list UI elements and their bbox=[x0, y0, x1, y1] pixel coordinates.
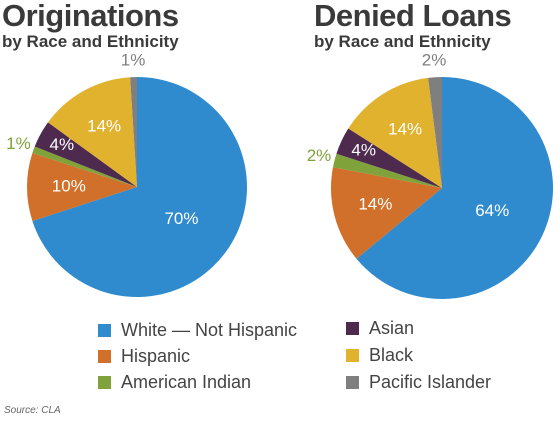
legend-item: Asian bbox=[346, 318, 414, 339]
chart-title: Denied Loans bbox=[314, 0, 512, 33]
slice-label: 4% bbox=[351, 141, 376, 160]
legend-item: American Indian bbox=[98, 372, 251, 393]
legend-item: Black bbox=[346, 345, 413, 366]
originations-pie: 70% 10% 1% 4% 14% 1% bbox=[6, 51, 247, 297]
legend-swatch bbox=[346, 376, 359, 389]
pie-slice bbox=[331, 167, 442, 259]
pie-slice bbox=[336, 128, 442, 188]
slice-label: 14% bbox=[358, 195, 392, 214]
chart-subtitle: by Race and Ethnicity bbox=[314, 32, 491, 51]
slice-label: 2% bbox=[307, 146, 332, 165]
legend-item: Hispanic bbox=[98, 346, 190, 367]
legend-item: White — Not Hispanic bbox=[98, 320, 297, 341]
legend-swatch bbox=[98, 350, 111, 363]
legend: White — Not Hispanic Hispanic American I… bbox=[0, 318, 560, 398]
chart-title: Originations bbox=[2, 0, 179, 33]
pie-slice bbox=[32, 77, 247, 297]
slice-label: 70% bbox=[164, 209, 198, 228]
pie-slice bbox=[428, 77, 442, 188]
legend-swatch bbox=[98, 376, 111, 389]
pie-slice bbox=[26, 153, 137, 221]
legend-item: Pacific Islander bbox=[346, 372, 491, 393]
legend-label: White — Not Hispanic bbox=[121, 320, 298, 340]
denied-loans-chart: Denied Loans by Race and Ethnicity 64% 14… bbox=[290, 0, 560, 312]
legend-label: American Indian bbox=[121, 372, 252, 392]
legend-label: Asian bbox=[369, 318, 415, 338]
legend-swatch bbox=[98, 324, 111, 337]
denied-loans-pie: 64% 14% 2% 4% 14% 2% bbox=[307, 51, 553, 299]
pie-slice bbox=[332, 153, 442, 188]
pie-slice bbox=[356, 77, 553, 299]
pie-slice bbox=[32, 146, 137, 187]
legend-swatch bbox=[346, 349, 359, 362]
slice-label: 64% bbox=[475, 201, 509, 220]
legend-swatch bbox=[346, 322, 359, 335]
slice-label: 1% bbox=[6, 134, 31, 153]
source-note: Source: CLA bbox=[4, 405, 61, 416]
slice-label: 14% bbox=[87, 117, 121, 136]
legend-label: Pacific Islander bbox=[369, 372, 492, 392]
slice-label: 14% bbox=[388, 119, 422, 138]
legend-label: Hispanic bbox=[121, 346, 191, 366]
pie-slice bbox=[48, 77, 137, 187]
pie-slice bbox=[130, 77, 137, 187]
slice-label: 2% bbox=[422, 51, 447, 70]
pie-slice bbox=[348, 77, 442, 188]
originations-chart: Originations by Race and Ethnicity 70% 10… bbox=[0, 0, 280, 312]
legend-label: Black bbox=[369, 345, 414, 365]
pie-slice bbox=[34, 122, 137, 187]
chart-subtitle: by Race and Ethnicity bbox=[2, 32, 179, 51]
slice-label: 4% bbox=[50, 135, 75, 154]
slice-label: 10% bbox=[52, 176, 86, 195]
slice-label: 1% bbox=[121, 51, 146, 70]
